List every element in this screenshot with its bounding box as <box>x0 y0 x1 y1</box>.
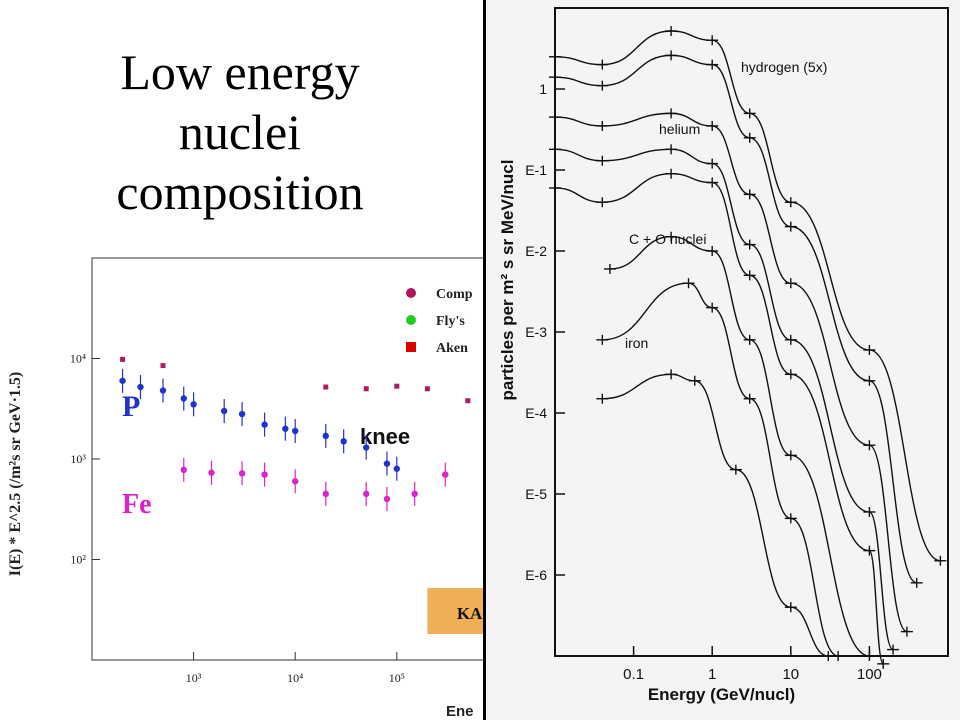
p-label: P <box>122 390 140 423</box>
data-point <box>393 465 400 472</box>
y-axis-label: particles per m² s sr MeV/nucl <box>498 160 517 401</box>
series-annotation: helium <box>659 121 700 137</box>
x-tick-label: 10³ <box>186 671 202 685</box>
data-point <box>383 495 391 503</box>
legend-marker <box>406 288 416 298</box>
data-point <box>160 363 166 369</box>
data-point <box>238 410 246 418</box>
x-axis-label: Energy (GeV/nucl) <box>648 685 795 704</box>
title-line-1: Low energy <box>120 44 360 100</box>
x-tick-label: 0.1 <box>623 666 644 683</box>
data-point <box>292 478 299 485</box>
data-point <box>363 386 369 392</box>
data-point <box>411 490 418 498</box>
series-curve <box>554 112 908 633</box>
y-tick-label: E-4 <box>525 405 547 421</box>
title-line-2: nuclei <box>178 104 302 160</box>
data-point <box>159 387 167 394</box>
data-point <box>363 490 370 498</box>
kascade-label: KASCADE <box>457 604 484 623</box>
data-point <box>322 432 329 440</box>
series-curve <box>554 54 917 584</box>
data-point <box>180 395 187 402</box>
y-tick-label: E-2 <box>525 243 547 259</box>
data-point <box>424 386 430 392</box>
y-tick-label: E-1 <box>525 162 547 178</box>
data-point <box>261 421 268 428</box>
x-axis-label: Ene <box>446 703 474 720</box>
data-point <box>261 471 268 478</box>
plot-frame <box>91 257 484 661</box>
kascade-band <box>427 588 484 634</box>
x-tick-label: 10⁴ <box>287 671 303 685</box>
data-point <box>119 377 126 384</box>
fe-label: Fe <box>122 489 152 520</box>
legend-label: Fly's <box>436 314 465 329</box>
data-point <box>442 471 449 478</box>
data-point <box>323 384 329 390</box>
data-point <box>282 425 289 432</box>
y-axis-label: I(E) * E^2.5 (/m²s sr GeV·1.5) <box>7 372 24 576</box>
series-curve <box>602 282 839 657</box>
y-tick-label: E-6 <box>525 567 547 583</box>
data-point <box>208 469 215 476</box>
series-annotation: C + O nuclei <box>629 231 706 247</box>
title-line-3: composition <box>116 164 364 220</box>
energy-spectrum-chart: KASCADETevatron10³10⁴10⁵10⁶10⁷10⁴10³10²I… <box>7 257 484 720</box>
y-tick-label: E-5 <box>525 486 547 502</box>
y-tick-label: 10³ <box>70 452 86 466</box>
legend-marker <box>406 315 416 325</box>
legend-label: Aken <box>436 341 468 356</box>
data-point <box>383 460 391 467</box>
legend-label: Comp <box>436 287 473 302</box>
data-point <box>394 383 400 389</box>
data-point <box>363 444 370 451</box>
y-tick-label: E-3 <box>525 324 547 340</box>
data-point <box>340 438 347 445</box>
knee-label: knee <box>360 424 410 449</box>
series-annotation: hydrogen (5x) <box>741 59 827 75</box>
data-point <box>238 470 246 477</box>
data-point <box>137 383 144 391</box>
nuclei-flux-chart: 0.1 1 10 100 1 E-1 E-2 E-3 E-4 E-5 E-6 particles pe… <box>483 0 960 720</box>
x-tick-label: 10⁵ <box>389 671 405 685</box>
x-tick-label: 10 <box>782 666 799 683</box>
x-tick-label: 100 <box>857 666 882 683</box>
data-point <box>322 490 329 498</box>
series-curve <box>554 30 941 562</box>
legend-marker <box>406 342 416 352</box>
data-point <box>120 356 126 362</box>
slide-title: Low energy nuclei composition <box>40 42 440 222</box>
chart-background <box>483 0 960 720</box>
data-point <box>292 427 299 435</box>
y-tick-label: 10⁴ <box>70 352 86 366</box>
data-point <box>180 466 187 474</box>
data-point <box>220 407 228 415</box>
y-tick-label: 10² <box>70 553 86 567</box>
y-tick-label: 1 <box>539 81 547 97</box>
data-point <box>465 398 471 404</box>
data-point <box>190 401 197 408</box>
x-tick-label: 1 <box>708 666 716 683</box>
series-annotation: iron <box>625 335 648 351</box>
